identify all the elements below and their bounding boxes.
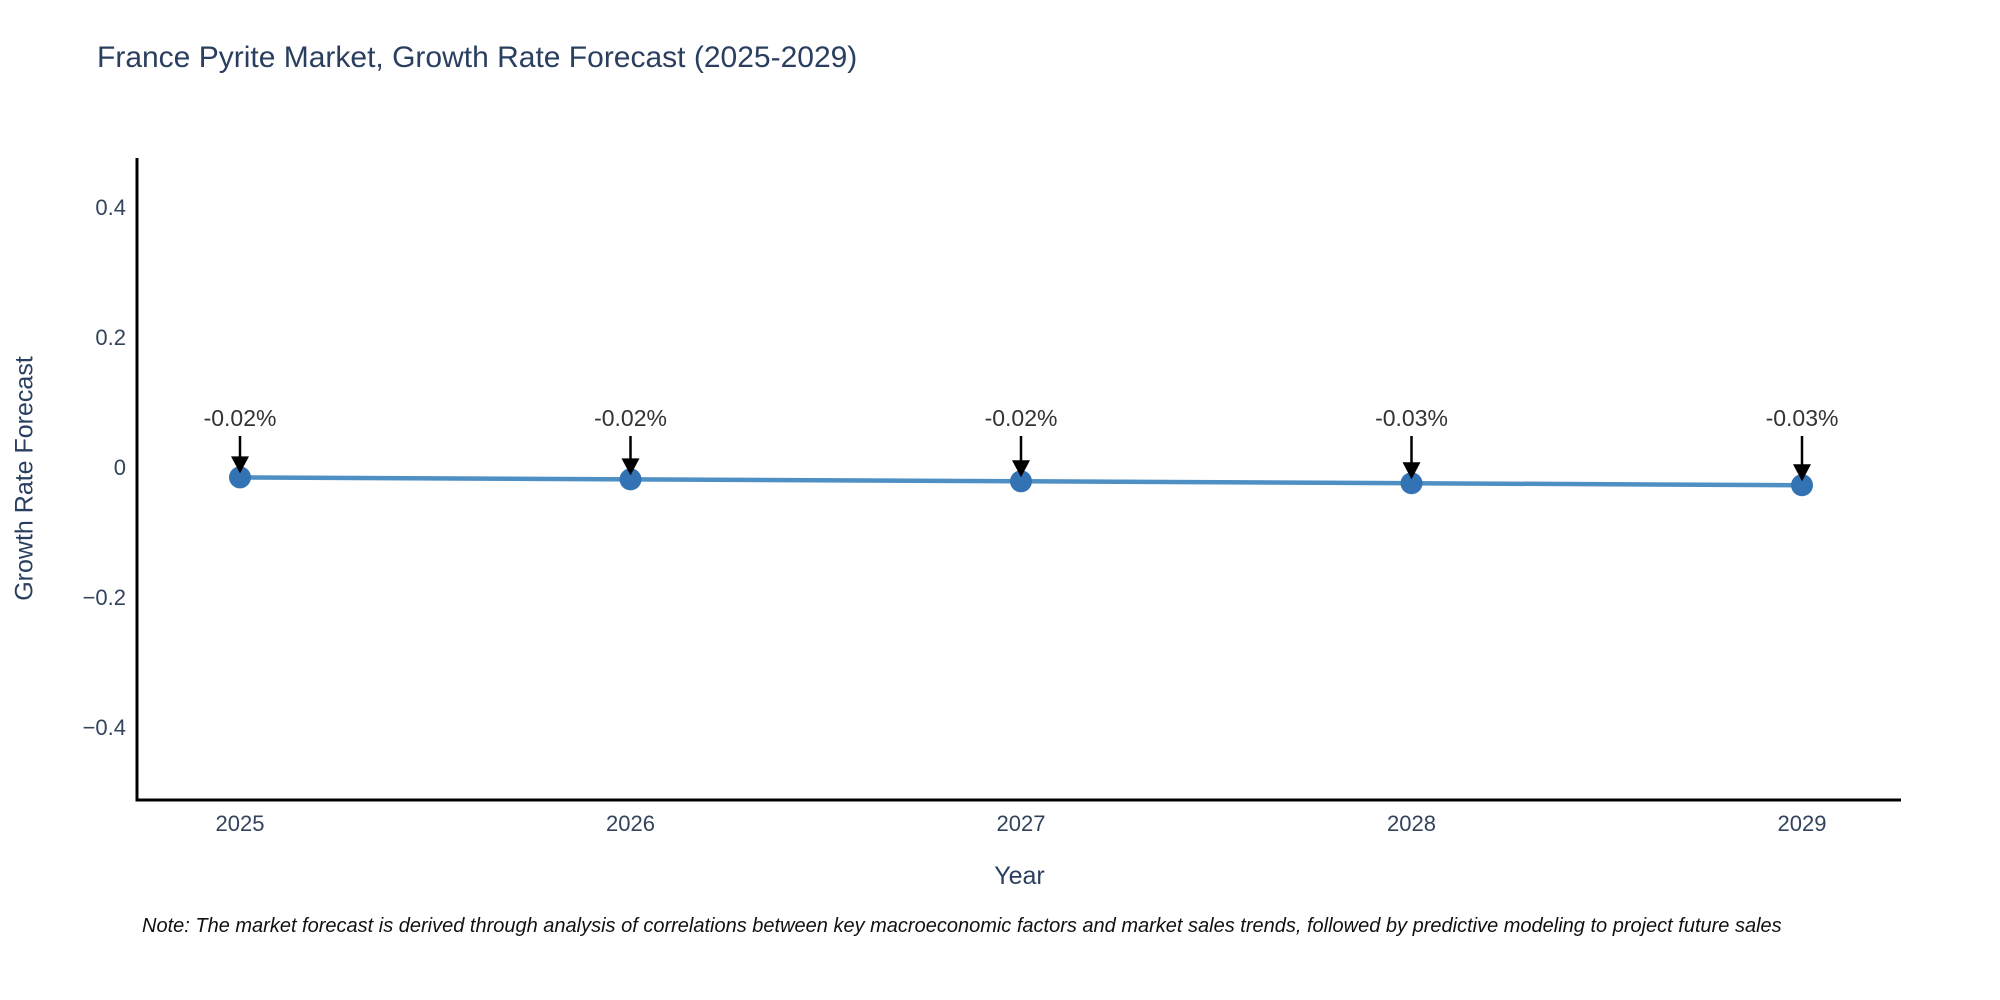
x-tick-label: 2027	[997, 811, 1046, 836]
annotation-arrow-head	[1012, 460, 1030, 478]
chart-title: France Pyrite Market, Growth Rate Foreca…	[97, 41, 858, 74]
footnote: Note: The market forecast is derived thr…	[142, 915, 1782, 937]
x-tick-label: 2028	[1387, 811, 1436, 836]
point-annotation: -0.03%	[1375, 405, 1448, 480]
annotation-label: -0.02%	[985, 405, 1058, 431]
x-tick-label: 2026	[606, 811, 655, 836]
annotation-label: -0.03%	[1766, 405, 1839, 431]
annotation-arrow-head	[1402, 462, 1421, 480]
x-tick-label: 2025	[216, 811, 265, 836]
point-annotation: -0.03%	[1766, 405, 1839, 482]
annotation-arrow-head	[1793, 464, 1811, 482]
data-point-marker	[619, 468, 642, 491]
ticks-layer: 0.4 0.2 0 −0.2 −0.4 2025 2026 2027 2028 2029	[83, 195, 1827, 836]
y-tick-label: 0	[114, 455, 126, 480]
y-tick-label: 0.4	[95, 195, 126, 220]
data-point-marker	[1010, 470, 1032, 493]
y-tick-label: 0.2	[95, 325, 126, 350]
annotation-label: -0.02%	[204, 405, 277, 431]
point-annotation: -0.02%	[594, 405, 667, 476]
annotations-layer: -0.02% -0.02% -0.02% -0.03% -0.03%	[204, 405, 1839, 482]
annotation-arrow-head	[621, 458, 640, 476]
data-point-marker	[1791, 474, 1813, 497]
point-annotation: -0.02%	[985, 405, 1058, 478]
data-point-marker	[1400, 472, 1423, 495]
annotation-label: -0.03%	[1375, 405, 1448, 431]
point-annotation: -0.02%	[204, 405, 277, 474]
annotation-arrow-head	[231, 456, 249, 474]
series-layer	[229, 466, 1813, 497]
x-tick-label: 2029	[1778, 811, 1827, 836]
annotation-label: -0.02%	[594, 405, 667, 431]
x-axis-title: Year	[994, 862, 1045, 890]
y-tick-label: −0.2	[83, 585, 126, 610]
data-point-marker	[229, 466, 251, 489]
y-tick-label: −0.4	[83, 715, 126, 740]
